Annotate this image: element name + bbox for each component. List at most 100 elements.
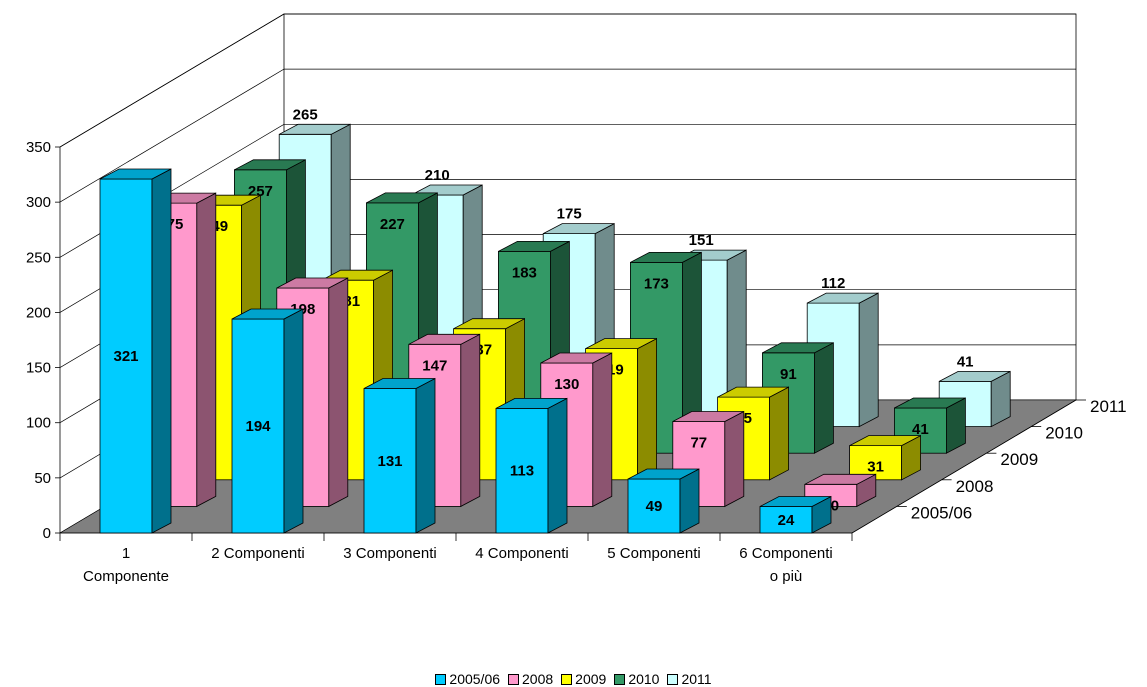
data-label: 41 [957, 353, 974, 370]
data-label: 24 [778, 512, 795, 529]
data-label: 151 [689, 232, 714, 249]
legend-swatch [508, 673, 520, 685]
x-tick-label: 5 Componenti [607, 545, 700, 562]
bar-2005/06-0: 321 [99, 168, 172, 534]
bar-side [196, 192, 217, 508]
bar-front [627, 478, 681, 534]
bar-side [151, 168, 172, 534]
bar-top [585, 338, 657, 350]
bar-top [939, 370, 1011, 382]
x-tick-label: Componente [83, 568, 169, 585]
data-label: 131 [377, 453, 402, 470]
bar-side [637, 337, 657, 481]
legend-label: 2011 [681, 671, 712, 687]
bar-top [279, 123, 351, 135]
bar-2005/06-2: 131 [363, 377, 436, 534]
bar-side [858, 292, 879, 428]
legend-label: 2008 [522, 671, 554, 687]
legend-item: 2010 [614, 671, 659, 687]
data-label: 41 [912, 421, 929, 438]
depth-axis-label: 2011 [1090, 397, 1127, 416]
bar-side [547, 397, 568, 534]
y-tick-label: 250 [26, 249, 51, 266]
x-tick-label: 3 Componenti [343, 545, 436, 562]
data-label: 130 [554, 376, 579, 393]
x-tick-label: 4 Componenti [475, 545, 568, 562]
y-tick-label: 50 [34, 470, 51, 487]
bar-top [672, 411, 744, 422]
depth-axis-label: 2005/06 [911, 503, 972, 522]
data-label: 49 [646, 498, 663, 515]
bar-top [366, 192, 438, 204]
bar-2005/06-4: 49 [627, 468, 700, 534]
data-label: 113 [510, 463, 534, 480]
bar-side [460, 333, 481, 508]
x-tick-label: 1 [122, 545, 130, 562]
bar-2005/06-3: 113 [495, 397, 568, 534]
y-tick-label: 0 [43, 525, 51, 542]
gridline [59, 13, 1076, 148]
data-label: 31 [867, 459, 884, 476]
data-label: 91 [780, 366, 797, 383]
data-label: 147 [422, 357, 447, 374]
y-tick-label: 300 [26, 194, 51, 211]
legend-label: 2010 [628, 671, 660, 687]
bar-2005/06-5: 24 [759, 495, 832, 534]
data-label: 175 [557, 206, 582, 223]
bar-2009-5: 31 [849, 434, 921, 481]
y-tick-label: 200 [26, 304, 51, 321]
bar-side [769, 386, 789, 481]
data-label: 321 [113, 348, 138, 365]
bar-top [99, 168, 172, 180]
bar-top [894, 397, 966, 409]
bar-top [759, 496, 832, 507]
data-label: 183 [512, 264, 537, 281]
chart-axes: 0 50 100 150 200 250 300 350 1 Componente 2 Compon… [26, 139, 1127, 585]
bar-top [630, 251, 702, 263]
bar-top [762, 342, 834, 354]
bar-top [498, 240, 570, 252]
x-tick-label: 6 Componenti [739, 545, 832, 562]
data-label: 210 [425, 167, 450, 184]
legend-item: 2011 [667, 671, 712, 687]
data-label: 173 [644, 275, 669, 292]
x-tick-label: 2 Componenti [211, 545, 304, 562]
bar-top [408, 333, 480, 345]
legend-swatch [561, 673, 573, 685]
gridline [59, 68, 1076, 203]
bar-top [363, 378, 436, 389]
x-tick-label: o più [770, 568, 803, 585]
depth-axis-line [851, 399, 1077, 534]
bar-side [814, 342, 834, 454]
y-tick-label: 350 [26, 139, 51, 156]
bar-top [231, 308, 304, 320]
bar-2005/06-1: 194 [231, 308, 304, 534]
bar-top [717, 386, 789, 398]
legend-item: 2009 [561, 671, 606, 687]
bar-front [231, 318, 285, 534]
bar-top [804, 473, 876, 485]
depth-axis-label: 2008 [956, 477, 994, 496]
bar-top [234, 159, 306, 171]
y-tick-label: 100 [26, 415, 51, 432]
bar-top [276, 277, 348, 289]
chart: 0 50 100 150 200 250 300 350 1 Componente 2 Compon… [26, 13, 1127, 585]
bar-side [679, 468, 700, 534]
bar-front [99, 178, 153, 534]
data-label: 194 [245, 418, 271, 435]
legend-swatch [435, 673, 447, 685]
bars-layer: 2652101751511124125722718317391412491811… [99, 106, 1011, 534]
bar-top [453, 318, 525, 330]
data-label: 227 [380, 216, 405, 233]
legend-label: 2005/06 [449, 671, 501, 687]
bar-top [495, 397, 568, 409]
legend-item: 2005/06 [435, 671, 500, 687]
data-label: 112 [821, 275, 845, 292]
bar-side [592, 352, 613, 508]
bar-side [415, 377, 436, 534]
legend-swatch [667, 673, 679, 685]
bar-top [540, 352, 612, 364]
depth-axis-label: 2010 [1045, 424, 1083, 443]
bar-side [283, 308, 304, 534]
y-tick-label: 150 [26, 360, 51, 377]
